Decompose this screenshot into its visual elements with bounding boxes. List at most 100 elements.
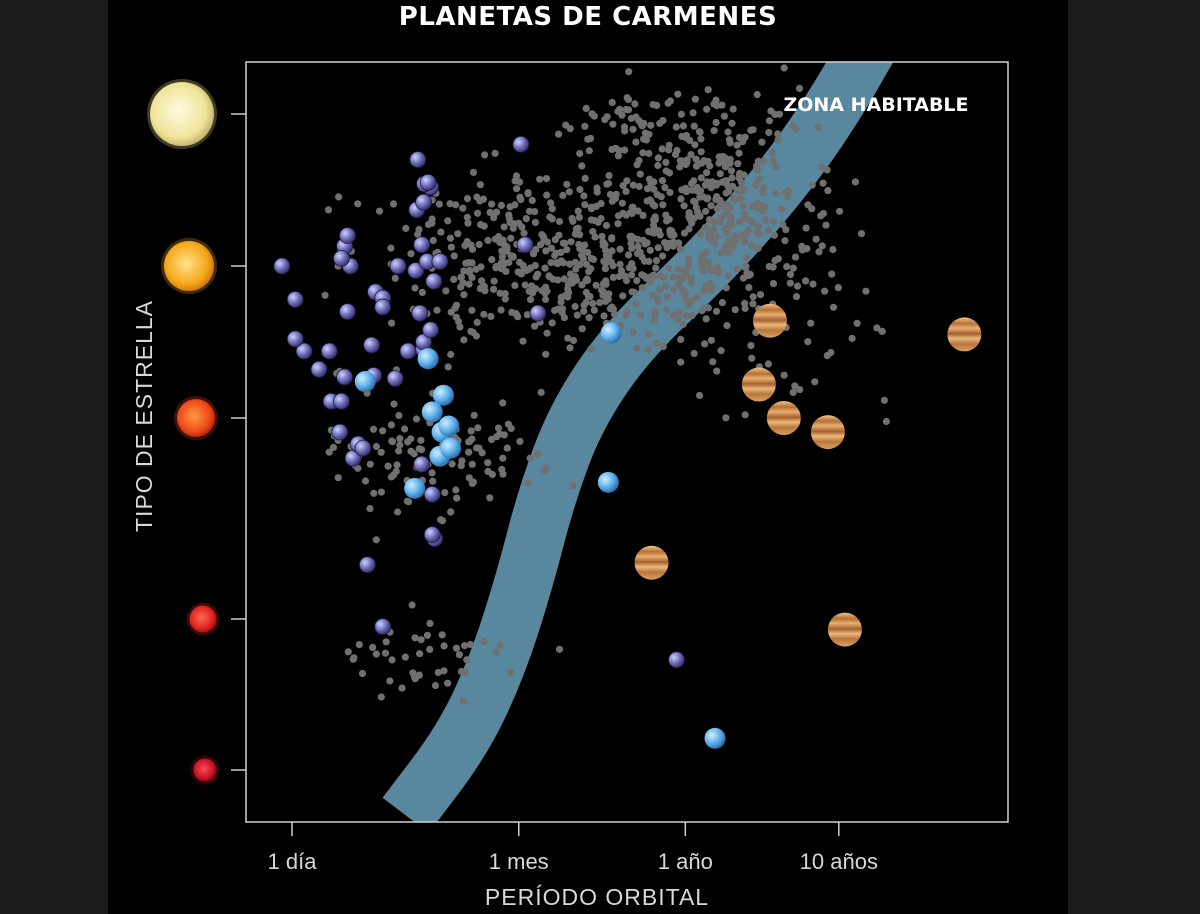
background-planet-dot — [807, 319, 815, 327]
background-planet-dot — [554, 305, 562, 313]
background-planet-dot — [715, 153, 723, 161]
background-planet-dot — [388, 437, 396, 445]
background-planet-dot — [780, 371, 788, 379]
background-planet-dot — [666, 188, 674, 196]
background-planet-dot — [740, 186, 748, 194]
background-planet-dot — [492, 264, 500, 272]
background-planet-dot — [417, 436, 425, 444]
background-planet-dot — [656, 231, 664, 239]
background-planet-dot — [578, 281, 586, 289]
background-planet-dot — [560, 314, 569, 322]
background-planet-dot — [463, 195, 472, 203]
background-planet-dot — [716, 218, 724, 226]
background-planet-dot — [566, 344, 574, 352]
background-planet-dot — [509, 224, 517, 232]
background-planet-dot — [707, 286, 715, 294]
background-planet-dot — [817, 212, 825, 220]
background-planet-dot — [649, 290, 657, 298]
background-planet-dot — [518, 223, 526, 231]
background-planet-dot — [624, 251, 633, 259]
background-planet-dot — [564, 334, 572, 342]
background-planet-dot — [612, 190, 620, 198]
background-planet-dot — [396, 441, 404, 449]
background-planet-dot — [401, 653, 409, 661]
background-planet-dot — [369, 643, 377, 652]
background-planet-dot — [523, 311, 532, 319]
background-planet-dot — [645, 257, 653, 265]
carmenes-planets-layer — [273, 135, 982, 749]
background-planet-dot — [614, 152, 623, 160]
background-planet-dot — [566, 260, 574, 268]
background-planet-dot — [764, 360, 773, 368]
rocky-planet-point — [333, 392, 350, 410]
background-planet-dot — [473, 209, 482, 217]
background-planet-dot — [616, 105, 624, 113]
rocky-planet-point — [423, 526, 441, 543]
background-planet-dot — [697, 174, 705, 182]
background-planet-dot — [629, 203, 637, 211]
background-planet-dot — [516, 178, 524, 186]
background-planet-dot — [696, 230, 705, 238]
background-planet-dot — [475, 240, 483, 249]
background-planet-dot — [433, 306, 441, 314]
background-planet-dot — [503, 444, 511, 452]
background-planet-dot — [762, 216, 770, 224]
background-planet-dot — [638, 122, 646, 130]
background-planet-dot — [390, 471, 398, 479]
background-planet-dot — [728, 119, 736, 127]
background-planet-dot — [361, 477, 370, 485]
rocky-planet-point — [399, 342, 417, 360]
background-planet-dot — [498, 465, 506, 474]
background-planet-dot — [739, 274, 748, 282]
background-planet-dot — [381, 649, 390, 657]
background-planet-dot — [630, 288, 639, 296]
background-planet-dot — [628, 209, 636, 218]
background-planet-dot — [707, 266, 715, 274]
background-planet-dot — [654, 161, 662, 170]
background-planet-dot — [772, 189, 780, 197]
background-planet-dot — [657, 193, 665, 201]
background-planet-dot — [468, 273, 476, 282]
background-planet-dot — [555, 645, 564, 653]
background-planet-dot — [650, 271, 658, 279]
background-planet-dot — [703, 105, 711, 113]
star-type-icon — [193, 758, 217, 782]
background-planet-dot — [321, 291, 329, 299]
background-planet-dot — [674, 265, 682, 273]
background-planet-dot — [694, 208, 702, 216]
background-planet-dot — [654, 154, 663, 162]
background-planet-dot — [823, 352, 831, 360]
background-planet-dot — [440, 667, 448, 675]
background-planet-dot — [677, 358, 685, 366]
background-planet-dot — [733, 141, 741, 149]
background-planet-dot — [695, 160, 703, 168]
background-planet-dot — [814, 123, 822, 132]
background-planet-dot — [488, 256, 496, 264]
jupiter-planet-point — [634, 545, 669, 580]
background-planet-dot — [786, 270, 795, 278]
background-planet-dot — [566, 270, 575, 278]
jupiter-planet-point — [947, 317, 982, 352]
left-margin — [0, 0, 108, 914]
background-planet-dot — [460, 291, 468, 299]
background-planet-dot — [795, 84, 804, 92]
background-planet-dot — [697, 148, 705, 156]
background-planet-dot — [768, 148, 777, 157]
background-planet-dot — [690, 177, 698, 185]
background-planet-dot — [578, 325, 586, 333]
background-planet-dot — [407, 250, 415, 258]
background-planet-dot — [581, 122, 589, 130]
jupiter-planet-point — [741, 367, 776, 402]
background-planet-dot — [460, 336, 468, 344]
background-planet-dot — [452, 486, 460, 494]
background-planet-dot — [500, 431, 508, 439]
jupiter-planet-point — [752, 303, 787, 338]
background-planet-dot — [685, 225, 693, 233]
background-planet-dot — [456, 323, 464, 331]
background-planet-dot — [721, 224, 729, 232]
background-planet-dot — [465, 448, 473, 456]
background-planet-dot — [354, 200, 362, 208]
background-planet-dot — [695, 128, 704, 136]
background-planet-dot — [589, 228, 597, 236]
background-planet-dot — [576, 261, 584, 269]
